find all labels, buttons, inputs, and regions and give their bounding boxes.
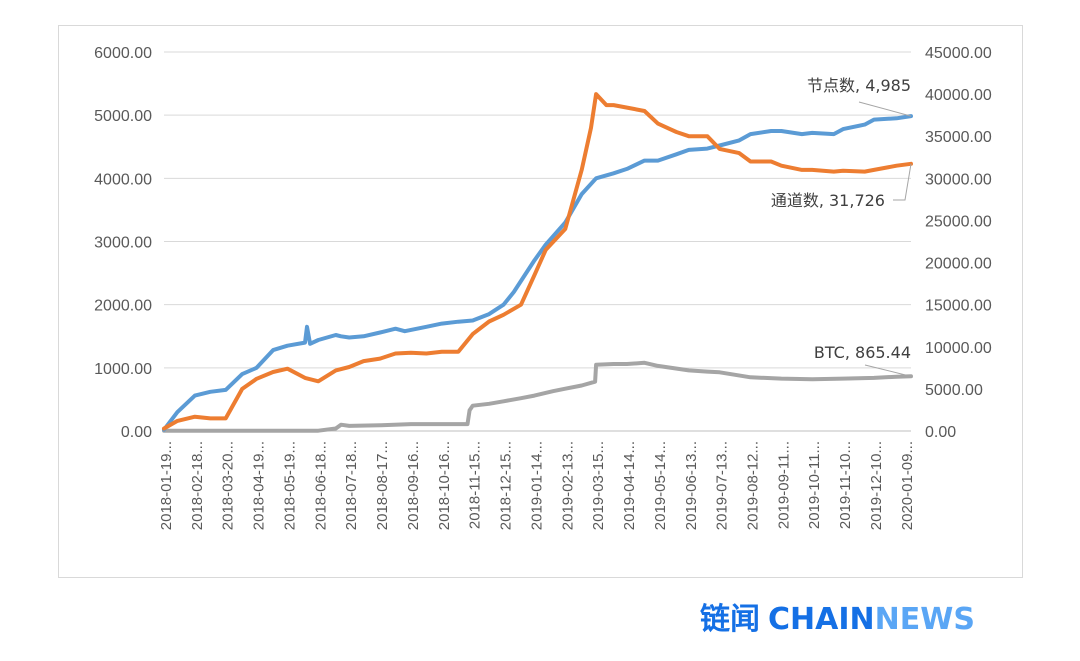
left-tick-label-1: 1000.00 [94,361,152,378]
x-tick-label-1: 2018-02-18... [189,441,206,530]
left-tick-label-3: 3000.00 [94,235,152,252]
x-tick-label-10: 2018-11-15... [467,441,484,529]
left-tick-label-2: 2000.00 [94,298,152,315]
series-line-0 [162,114,913,432]
series-line-2 [162,360,913,433]
x-tick-label-20: 2019-09-11... [775,441,792,529]
x-axis-ticks: 2018-01-19... 2018-02-18... 2018-03-20... 2… [158,441,916,530]
x-tick-label-2: 2018-03-20... [220,441,237,530]
line-chart: 0.00 1000.00 2000.00 3000.00 4000.00 5000.00 6… [94,45,992,530]
x-tick-label-12: 2019-01-14... [528,441,545,530]
right-tick-label-8: 40000.00 [925,87,992,104]
x-tick-label-8: 2018-09-16... [405,441,422,530]
x-tick-label-0: 2018-01-19... [158,441,175,530]
series-line-1 [162,92,913,431]
x-tick-label-6: 2018-07-18... [343,441,360,530]
data-callouts: 节点数, 4,985 通道数, 31,726 BTC, 865.44 [771,76,912,377]
logo-chain-text: CHAIN [768,602,875,637]
x-tick-label-9: 2018-10-16... [436,441,453,530]
x-tick-label-18: 2019-07-13... [714,441,731,530]
chainnews-logo: 链闻 CHAINNEWS [700,594,975,637]
x-tick-label-14: 2019-03-15... [590,441,607,530]
left-axis-ticks: 0.00 1000.00 2000.00 3000.00 4000.00 5000.00 6… [94,45,152,441]
x-tick-label-4: 2018-05-19... [281,441,298,530]
right-tick-label-3: 15000.00 [925,298,992,315]
right-tick-label-4: 20000.00 [925,256,992,273]
node-count-callout: 节点数, 4,985 [807,76,911,95]
x-tick-label-21: 2019-10-11... [806,441,823,529]
left-tick-label-0: 0.00 [121,424,152,441]
right-tick-label-9: 45000.00 [925,45,992,62]
x-tick-label-19: 2019-08-12... [744,441,761,530]
chart-frame: 0.00 1000.00 2000.00 3000.00 4000.00 5000.00 6… [58,25,1023,578]
right-tick-label-7: 35000.00 [925,129,992,146]
x-tick-label-5: 2018-06-18... [312,441,329,530]
x-tick-label-23: 2019-12-10... [868,441,885,530]
node-count-callout-leader [858,101,912,117]
x-tick-label-15: 2019-04-14... [621,441,638,530]
x-tick-label-22: 2019-11-10... [837,441,854,529]
left-tick-label-5: 5000.00 [94,108,152,125]
right-tick-label-5: 25000.00 [925,213,992,230]
right-tick-label-0: 0.00 [925,424,956,441]
left-tick-label-6: 6000.00 [94,45,152,62]
logo-news-text: NEWS [874,602,975,637]
channel-count-callout: 通道数, 31,726 [771,191,885,210]
logo-cn-text: 链闻 [700,602,760,637]
series-lines [162,92,913,433]
gridlines [164,51,911,432]
x-tick-label-3: 2018-04-19... [251,441,268,530]
right-tick-label-2: 10000.00 [925,340,992,357]
btc-callout-leader [864,364,912,377]
left-tick-label-4: 4000.00 [94,171,152,188]
x-tick-label-13: 2019-02-13... [559,441,576,530]
right-axis-ticks: 0.00 5000.00 10000.00 15000.00 20000.00 25000… [925,45,992,441]
x-tick-label-24: 2020-01-09... [899,441,916,530]
x-tick-label-11: 2018-12-15... [498,441,515,530]
channel-count-callout-leader [893,163,912,201]
x-tick-label-7: 2018-08-17... [374,441,391,530]
btc-callout: BTC, 865.44 [814,343,911,362]
x-tick-label-16: 2019-05-14... [652,441,669,530]
x-tick-label-17: 2019-06-13... [683,441,700,530]
right-tick-label-1: 5000.00 [925,382,983,399]
right-tick-label-6: 30000.00 [925,171,992,188]
